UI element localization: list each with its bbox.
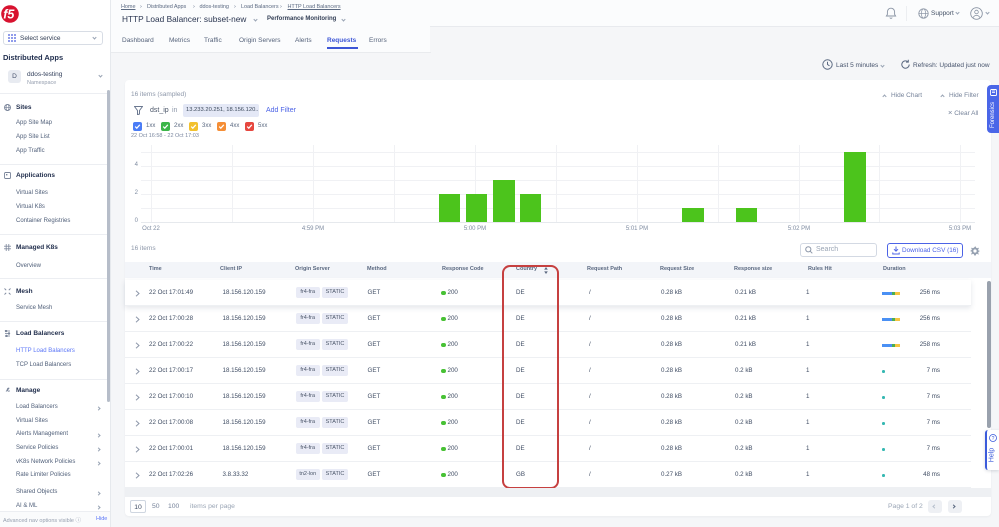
svg-text:?: ? (992, 436, 995, 442)
svg-text:f5: f5 (3, 8, 15, 22)
